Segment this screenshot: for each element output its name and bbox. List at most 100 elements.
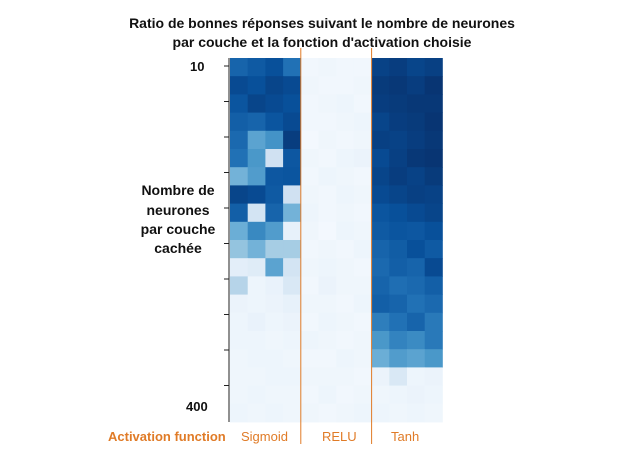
heatmap-cell-sigmoid-r17-c0: [230, 367, 249, 386]
heatmap-cell-relu-r9-c2: [336, 221, 355, 241]
heatmap-cell-tanh-r6-c2: [407, 167, 426, 186]
heatmap-cell-tanh-r1-c2: [407, 76, 426, 95]
heatmap-cell-relu-r15-c0: [300, 331, 319, 350]
category-label-relu: RELU: [322, 429, 357, 444]
heatmap-cell-tanh-r12-c2: [407, 276, 426, 295]
heatmap-cell-relu-r1-c3: [353, 76, 372, 95]
heatmap-cell-relu-r12-c3: [353, 276, 372, 295]
heatmap-cell-relu-r18-c3: [353, 385, 372, 405]
heatmap-cell-relu-r0-c3: [353, 58, 372, 77]
heatmap-cell-tanh-r2-c1: [389, 94, 408, 113]
heatmap-cell-relu-r7-c2: [336, 185, 355, 204]
heatmap-cell-sigmoid-r9-c0: [230, 221, 249, 241]
heatmap-cell-sigmoid-r6-c0: [230, 167, 249, 186]
heatmap-cell-sigmoid-r0-c2: [265, 58, 284, 77]
category-label-sigmoid: Sigmoid: [241, 429, 288, 444]
heatmap-cell-relu-r14-c0: [300, 312, 319, 332]
heatmap-cell-relu-r17-c1: [318, 367, 337, 386]
heatmap-cell-tanh-r9-c1: [389, 221, 408, 241]
heatmap-cell-relu-r13-c1: [318, 294, 337, 314]
heatmap-cell-tanh-r9-c2: [407, 221, 426, 241]
heatmap-cell-relu-r8-c2: [336, 203, 355, 223]
ylabel-line1: Nombre de: [141, 182, 215, 198]
heatmap-cell-tanh-r5-c1: [389, 149, 408, 168]
heatmap-cell-relu-r0-c1: [318, 58, 337, 77]
chart-title-line2: par couche et la fonction d'activation c…: [172, 34, 472, 50]
heatmap-cell-tanh-r4-c1: [389, 130, 408, 150]
heatmap-cell-tanh-r14-c0: [371, 312, 390, 332]
heatmap-cell-sigmoid-r14-c3: [283, 312, 302, 332]
heatmap-cell-sigmoid-r5-c2: [265, 149, 284, 168]
heatmap-cell-tanh-r16-c1: [389, 349, 408, 368]
heatmap-cell-relu-r7-c1: [318, 185, 337, 204]
heatmap-cell-sigmoid-r0-c0: [230, 58, 249, 77]
heatmap-cell-relu-r4-c1: [318, 130, 337, 150]
heatmap-cell-tanh-r9-c0: [371, 221, 390, 241]
heatmap-cell-sigmoid-r17-c3: [283, 367, 302, 386]
heatmap-cell-relu-r10-c0: [300, 240, 319, 259]
heatmap-cell-tanh-r14-c2: [407, 312, 426, 332]
heatmap-cell-sigmoid-r7-c2: [265, 185, 284, 204]
heatmap-cell-tanh-r15-c0: [371, 331, 390, 350]
heatmap-cell-relu-r13-c2: [336, 294, 355, 314]
heatmap-cell-relu-r10-c1: [318, 240, 337, 259]
heatmap-cell-tanh-r13-c1: [389, 294, 408, 314]
heatmap-cell-relu-r5-c2: [336, 149, 355, 168]
heatmap-cell-relu-r17-c3: [353, 367, 372, 386]
heatmap-cell-sigmoid-r10-c3: [283, 240, 302, 259]
heatmap-cell-sigmoid-r4-c0: [230, 130, 249, 150]
heatmap-cell-sigmoid-r12-c3: [283, 276, 302, 295]
heatmap-cell-tanh-r19-c0: [371, 403, 390, 423]
heatmap-cell-sigmoid-r11-c3: [283, 258, 302, 277]
heatmap-cell-relu-r15-c1: [318, 331, 337, 350]
heatmap-cell-tanh-r12-c3: [424, 276, 443, 295]
heatmap-cell-sigmoid-r8-c3: [283, 203, 302, 223]
heatmap-cell-relu-r0-c2: [336, 58, 355, 77]
heatmap-cell-relu-r10-c3: [353, 240, 372, 259]
heatmap-cell-sigmoid-r1-c3: [283, 76, 302, 95]
heatmap-cell-sigmoid-r2-c2: [265, 94, 284, 113]
heatmap-cell-relu-r18-c2: [336, 385, 355, 405]
heatmap-cell-sigmoid-r3-c1: [247, 112, 266, 132]
heatmap-cell-sigmoid-r19-c1: [247, 403, 266, 423]
heatmap-cell-relu-r1-c1: [318, 76, 337, 95]
heatmap-cell-tanh-r10-c3: [424, 240, 443, 259]
heatmap-cell-relu-r9-c0: [300, 221, 319, 241]
heatmap-cell-relu-r4-c0: [300, 130, 319, 150]
heatmap-cell-relu-r9-c1: [318, 221, 337, 241]
heatmap-cell-sigmoid-r3-c3: [283, 112, 302, 132]
ylabel-line3: par couche: [140, 221, 216, 237]
heatmap-cell-relu-r5-c0: [300, 149, 319, 168]
heatmap-cell-tanh-r2-c3: [424, 94, 443, 113]
heatmap-cell-relu-r16-c2: [336, 349, 355, 368]
heatmap-cell-sigmoid-r13-c2: [265, 294, 284, 314]
y-bottom-label: 400: [186, 399, 208, 414]
heatmap-cell-sigmoid-r12-c2: [265, 276, 284, 295]
heatmap-cell-relu-r2-c0: [300, 94, 319, 113]
heatmap-cell-tanh-r7-c2: [407, 185, 426, 204]
heatmap-cell-sigmoid-r11-c2: [265, 258, 284, 277]
heatmap-cell-tanh-r17-c2: [407, 367, 426, 386]
heatmap-cell-sigmoid-r8-c2: [265, 203, 284, 223]
heatmap-cell-relu-r3-c3: [353, 112, 372, 132]
heatmap-cell-tanh-r2-c0: [371, 94, 390, 113]
heatmap-cell-tanh-r1-c1: [389, 76, 408, 95]
heatmap-cell-sigmoid-r17-c2: [265, 367, 284, 386]
heatmap-cell-relu-r15-c3: [353, 331, 372, 350]
heatmap-cell-sigmoid-r1-c1: [247, 76, 266, 95]
heatmap-cell-sigmoid-r11-c1: [247, 258, 266, 277]
heatmap-cell-tanh-r17-c0: [371, 367, 390, 386]
heatmap-cell-relu-r19-c0: [300, 403, 319, 423]
heatmap-cell-sigmoid-r15-c3: [283, 331, 302, 350]
heatmap-cell-sigmoid-r7-c1: [247, 185, 266, 204]
y-top-label: 10: [190, 59, 205, 74]
heatmap-cell-relu-r6-c2: [336, 167, 355, 186]
heatmap-cell-relu-r15-c2: [336, 331, 355, 350]
heatmap-cell-sigmoid-r0-c1: [247, 58, 266, 77]
heatmap-cell-tanh-r7-c3: [424, 185, 443, 204]
heatmap-cell-tanh-r0-c3: [424, 58, 443, 77]
heatmap-cell-sigmoid-r7-c3: [283, 185, 302, 204]
heatmap-cell-tanh-r5-c0: [371, 149, 390, 168]
heatmap-cell-tanh-r17-c3: [424, 367, 443, 386]
